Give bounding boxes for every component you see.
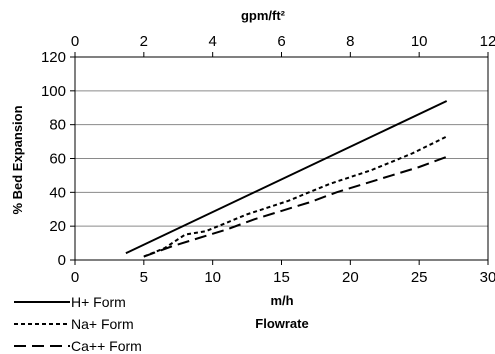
- top-tick-label-10: 10: [411, 33, 428, 50]
- x-tick-label-20: 20: [342, 269, 359, 286]
- legend: H+ Form Na+ Form Ca++ Form: [14, 294, 142, 354]
- top-tick-label-0: 0: [71, 33, 79, 50]
- top-tick-label-6: 6: [277, 33, 285, 50]
- y-tick-label-0: 0: [58, 252, 66, 269]
- y-axis-label: % Bed Expansion: [10, 105, 25, 214]
- legend-label-0: H+ Form: [71, 294, 126, 310]
- y-tick-label-120: 120: [41, 49, 66, 66]
- top-tick-label-2: 2: [140, 33, 148, 50]
- legend-label-2: Ca++ Form: [71, 338, 142, 354]
- x-axis-label-2: Flowrate: [255, 316, 308, 331]
- x-tick-label-5: 5: [140, 269, 148, 286]
- x-tick-label-10: 10: [204, 269, 221, 286]
- x-tick-label-15: 15: [273, 269, 290, 286]
- x-tick-label-30: 30: [480, 269, 495, 286]
- top-tick-label-4: 4: [208, 33, 216, 50]
- tick-marks: [70, 52, 489, 265]
- y-tick-label-60: 60: [49, 151, 66, 168]
- top-tick-label-12: 12: [480, 33, 495, 50]
- x-tick-label-25: 25: [411, 269, 428, 286]
- series-line-1: [143, 135, 448, 258]
- x-tick-label-0: 0: [71, 269, 79, 286]
- y-tick-label-20: 20: [49, 218, 66, 235]
- legend-label-1: Na+ Form: [71, 316, 134, 332]
- tick-labels: 0 5 10 15 20 25 30 0 20 40 60 80 100 120 0 2 4 6 8 10 12: [41, 33, 495, 286]
- gridlines: [75, 56, 488, 261]
- series-lines: [125, 100, 448, 258]
- series-line-0: [125, 100, 448, 255]
- top-tick-label-8: 8: [346, 33, 354, 50]
- y-tick-label-80: 80: [49, 117, 66, 134]
- y-tick-label-40: 40: [49, 184, 66, 201]
- y-tick-label-100: 100: [41, 83, 66, 100]
- x-axis-label: m/h: [270, 293, 293, 308]
- top-axis-label: gpm/ft²: [241, 8, 286, 23]
